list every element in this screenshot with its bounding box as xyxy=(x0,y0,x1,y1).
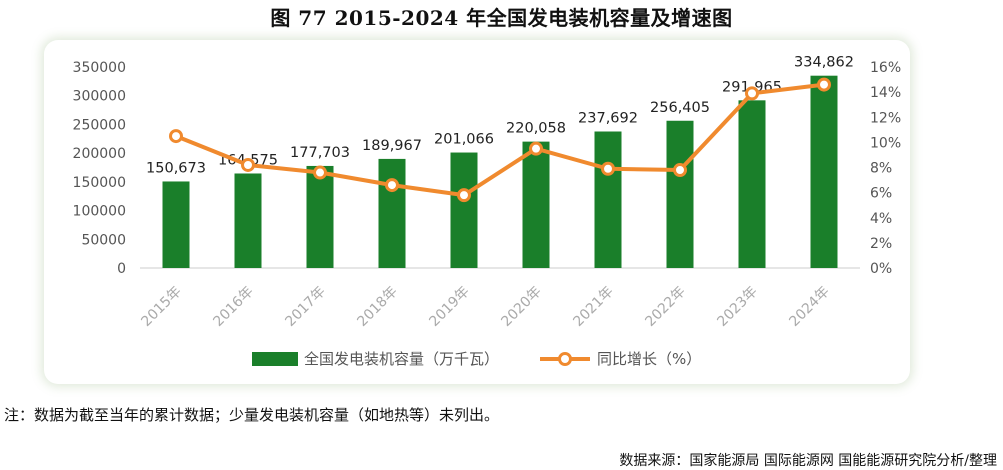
bar[interactable] xyxy=(234,173,262,268)
bar-value-label: 256,405 xyxy=(650,100,710,116)
bar[interactable] xyxy=(378,158,406,268)
y-left-tick-label: 50000 xyxy=(81,232,126,248)
bar-value-label: 237,692 xyxy=(578,110,638,126)
bar[interactable] xyxy=(738,100,766,268)
x-tick-label: 2019年 xyxy=(426,284,472,330)
growth-point[interactable] xyxy=(457,188,471,203)
bar-value-label: 189,967 xyxy=(362,138,422,154)
bar[interactable] xyxy=(594,131,622,268)
data-source: 数据来源：国家能源局 国际能源网 国能能源研究院分析/整理 xyxy=(619,453,997,469)
bar-value-label: 201,066 xyxy=(434,132,494,148)
legend-bar-swatch xyxy=(252,352,298,366)
y-left-tick-label: 300000 xyxy=(73,89,126,105)
growth-point[interactable] xyxy=(313,165,327,180)
y-right-tick-label: 6% xyxy=(870,186,892,202)
bar[interactable] xyxy=(162,181,190,268)
y-left-tick-label: 250000 xyxy=(73,117,126,133)
figure-title: 图 77 2015-2024 年全国发电装机容量及增速图 xyxy=(270,6,733,30)
x-tick-label: 2023年 xyxy=(714,284,760,330)
bar-value-label: 334,862 xyxy=(794,55,854,71)
growth-point[interactable] xyxy=(673,163,687,178)
bar[interactable] xyxy=(306,165,334,268)
x-tick-label: 2024年 xyxy=(786,284,832,330)
x-tick-label: 2021年 xyxy=(570,284,616,330)
growth-point[interactable] xyxy=(529,141,543,156)
y-right-tick-label: 16% xyxy=(870,60,901,76)
x-tick-label: 2017年 xyxy=(282,284,328,330)
y-right-tick-label: 0% xyxy=(870,261,892,277)
y-left-tick-label: 350000 xyxy=(73,60,126,76)
y-left-tick-label: 150000 xyxy=(73,175,126,191)
y-right-tick-label: 14% xyxy=(870,85,901,101)
x-tick-label: 2015年 xyxy=(138,284,184,330)
x-tick-label: 2018年 xyxy=(354,284,400,330)
y-right-tick-label: 8% xyxy=(870,161,892,177)
bar-value-label: 220,058 xyxy=(506,121,566,137)
growth-point[interactable] xyxy=(817,77,831,92)
bar-value-label: 150,673 xyxy=(146,160,206,176)
bar[interactable] xyxy=(450,152,478,268)
x-tick-label: 2022年 xyxy=(642,284,688,330)
y-right-tick-label: 2% xyxy=(870,236,892,252)
growth-point[interactable] xyxy=(601,161,615,176)
y-right-tick-label: 10% xyxy=(870,135,901,151)
legend-line-label: 同比增长（%） xyxy=(597,350,701,368)
y-right-tick-label: 4% xyxy=(870,211,892,227)
bar[interactable] xyxy=(522,141,550,268)
growth-point[interactable] xyxy=(385,178,399,193)
y-left-tick-label: 0 xyxy=(117,261,126,277)
x-tick-label: 2020年 xyxy=(498,284,544,330)
x-tick-label: 2016年 xyxy=(210,284,256,330)
growth-point[interactable] xyxy=(745,86,759,101)
growth-point[interactable] xyxy=(169,129,183,144)
growth-line xyxy=(175,82,825,198)
bar[interactable] xyxy=(810,75,838,268)
y-left-tick-label: 200000 xyxy=(73,146,126,162)
footnote: 注：数据为截至当年的累计数据；少量发电装机容量（如地热等）未列出。 xyxy=(4,406,500,424)
bar[interactable] xyxy=(666,120,694,268)
legend-bar-label: 全国发电装机容量（万千瓦） xyxy=(304,350,499,368)
y-right-tick-label: 12% xyxy=(870,110,901,126)
growth-point[interactable] xyxy=(241,157,255,172)
y-left-tick-label: 100000 xyxy=(73,204,126,220)
legend-line-marker xyxy=(558,352,572,366)
bar-value-label: 177,703 xyxy=(290,145,350,161)
